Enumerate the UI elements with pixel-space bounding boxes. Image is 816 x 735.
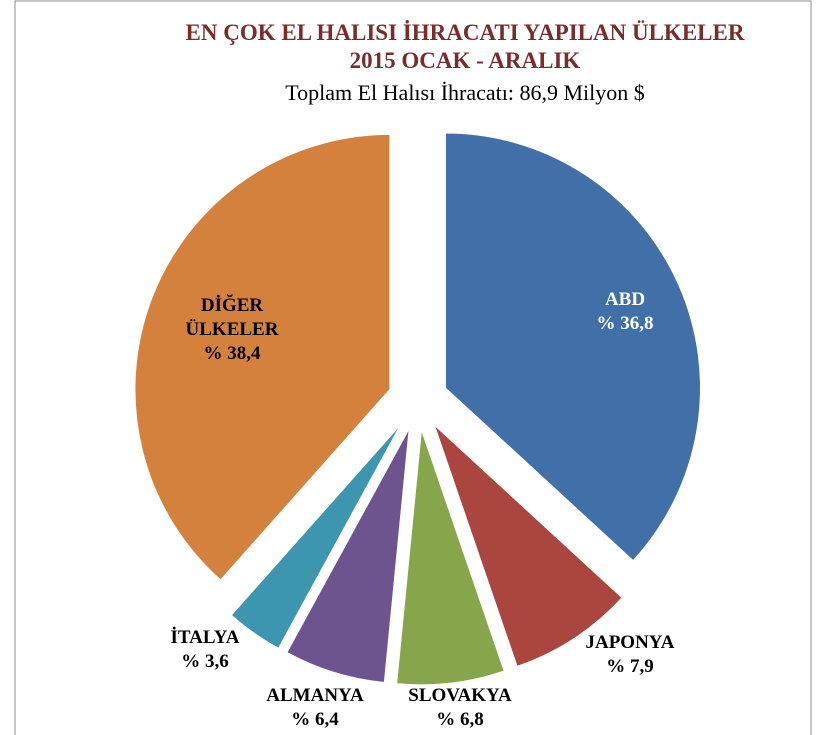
chart-title: EN ÇOK EL HALISI İHRACATI YAPILAN ÜLKELE… [185,20,745,45]
value-label: % 6,8 [436,709,484,730]
slice-label: İTALYA % 3,6 [155,626,255,674]
category-label: DİĞER ÜLKELER [185,295,279,340]
pie-slice [396,429,505,686]
slice-label: SLOVAKYA % 6,8 [400,684,520,732]
pie-slice [230,424,402,649]
category-label: SLOVAKYA [408,685,512,706]
category-label: ABD [604,289,646,310]
value-label: % 3,6 [181,651,229,672]
value-label: % 36,8 [596,313,654,334]
frame [14,0,812,735]
value-label: % 7,9 [606,656,654,677]
slice-label: ABD % 36,8 [580,288,670,336]
slice-label: JAPONYA % 7,9 [570,631,690,679]
category-label: İTALYA [170,627,240,648]
category-label: JAPONYA [585,632,675,653]
value-label: % 38,4 [203,343,261,364]
pie-slice [444,132,701,562]
pie-slice [433,424,623,667]
slice-label: ALMANYA % 6,4 [255,684,375,732]
category-label: ALMANYA [266,685,364,706]
chart-subtitle: 2015 OCAK - ARALIK [349,48,581,73]
pie-slice [134,133,391,581]
value-label: % 6,4 [291,709,339,730]
slice-label: DİĞER ÜLKELER % 38,4 [172,294,292,366]
annotation: Toplam El Halısı İhracatı: 86,9 Milyon $ [285,80,645,105]
pie-slice [286,428,410,684]
